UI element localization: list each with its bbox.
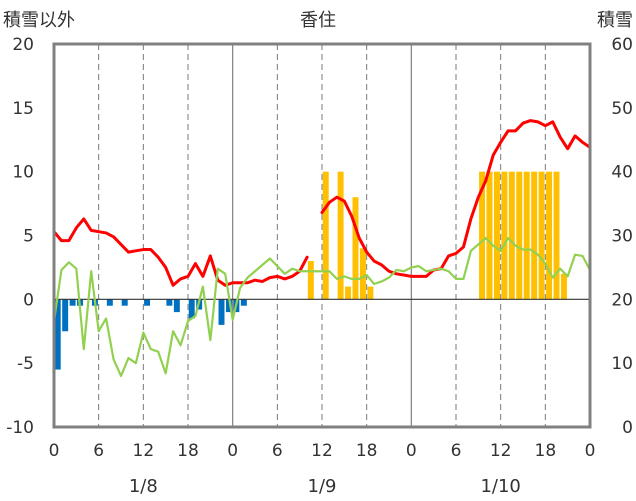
precipitation-bar xyxy=(493,171,500,300)
precipitation-bar xyxy=(144,299,151,306)
chart-title: 香住 xyxy=(300,10,336,31)
precipitation-bars xyxy=(54,171,567,370)
left-tick-label: -10 xyxy=(6,418,34,438)
x-tick-label: 0 xyxy=(227,441,238,461)
x-tick-label: 0 xyxy=(406,441,417,461)
precipitation-bar xyxy=(367,286,374,300)
precipitation-bar xyxy=(508,171,515,300)
precipitation-bar xyxy=(166,299,173,306)
precipitation-bar xyxy=(173,299,180,313)
date-label: 1/8 xyxy=(129,476,158,497)
left-tick-label: 10 xyxy=(12,163,34,183)
precipitation-bar xyxy=(69,299,76,306)
precipitation-bar xyxy=(345,286,352,300)
left-tick-label: -5 xyxy=(17,354,34,374)
x-tick-label: 12 xyxy=(490,441,512,461)
left-tick-label: 15 xyxy=(12,99,34,119)
x-tick-label: 0 xyxy=(585,441,596,461)
precipitation-bar xyxy=(337,171,344,300)
date-label: 1/9 xyxy=(308,476,337,497)
left-tick-label: 20 xyxy=(12,35,34,55)
x-tick-label: 18 xyxy=(177,441,199,461)
plot-frame xyxy=(52,42,592,429)
right-y-ticks: 0 10 20 30 40 50 60 xyxy=(611,35,633,438)
date-label: 1/10 xyxy=(480,476,520,497)
precipitation-bar xyxy=(188,299,195,319)
precipitation-bar xyxy=(486,171,493,300)
precipitation-bar xyxy=(218,299,225,325)
precipitation-bar xyxy=(121,299,128,306)
x-tick-label: 0 xyxy=(49,441,60,461)
precipitation-bar xyxy=(240,299,247,306)
precipitation-bar xyxy=(560,273,567,300)
left-tick-label: 0 xyxy=(23,290,34,310)
x-tick-label: 6 xyxy=(272,441,283,461)
right-tick-label: 20 xyxy=(611,290,633,310)
precipitation-bar xyxy=(553,171,560,300)
precipitation-bar xyxy=(501,171,508,300)
date-labels: 1/8 1/9 1/10 xyxy=(129,476,521,497)
precipitation-bar xyxy=(546,171,553,300)
x-tick-label: 12 xyxy=(311,441,333,461)
precipitation-bar xyxy=(322,171,329,300)
wind-line xyxy=(52,236,592,378)
precipitation-bar xyxy=(225,299,232,313)
right-tick-label: 40 xyxy=(611,163,633,183)
precipitation-bar xyxy=(516,171,523,300)
precipitation-bar xyxy=(523,171,530,300)
grid-lines xyxy=(98,44,546,427)
right-axis-label: 積雪 xyxy=(597,10,633,31)
precipitation-bar xyxy=(538,171,545,300)
x-tick-label: 18 xyxy=(356,441,378,461)
left-tick-label: 5 xyxy=(23,227,34,247)
left-axis-label: 積雪以外 xyxy=(3,10,75,31)
x-tick-label: 18 xyxy=(535,441,557,461)
precipitation-bar xyxy=(106,299,113,306)
temperature-line-2 xyxy=(320,119,592,278)
plot-border xyxy=(52,42,592,429)
precipitation-bar xyxy=(479,171,486,300)
x-tick-label: 6 xyxy=(93,441,104,461)
x-ticks: 0 6 12 18 0 6 12 18 0 6 12 18 0 xyxy=(49,441,596,461)
precipitation-bar xyxy=(307,261,314,300)
right-tick-label: 30 xyxy=(611,227,633,247)
precipitation-bar xyxy=(62,299,69,332)
precipitation-bar xyxy=(531,171,538,300)
left-y-ticks: -10 -5 0 5 10 15 20 xyxy=(6,35,34,438)
precipitation-bar xyxy=(54,299,61,370)
right-tick-label: 0 xyxy=(622,418,633,438)
right-tick-label: 60 xyxy=(611,35,633,55)
right-tick-label: 50 xyxy=(611,99,633,119)
x-tick-label: 6 xyxy=(451,441,462,461)
right-tick-label: 10 xyxy=(611,354,633,374)
temperature-line-1 xyxy=(52,217,309,287)
precipitation-bar xyxy=(359,248,366,300)
x-tick-label: 12 xyxy=(133,441,155,461)
precipitation-bar xyxy=(352,197,359,300)
